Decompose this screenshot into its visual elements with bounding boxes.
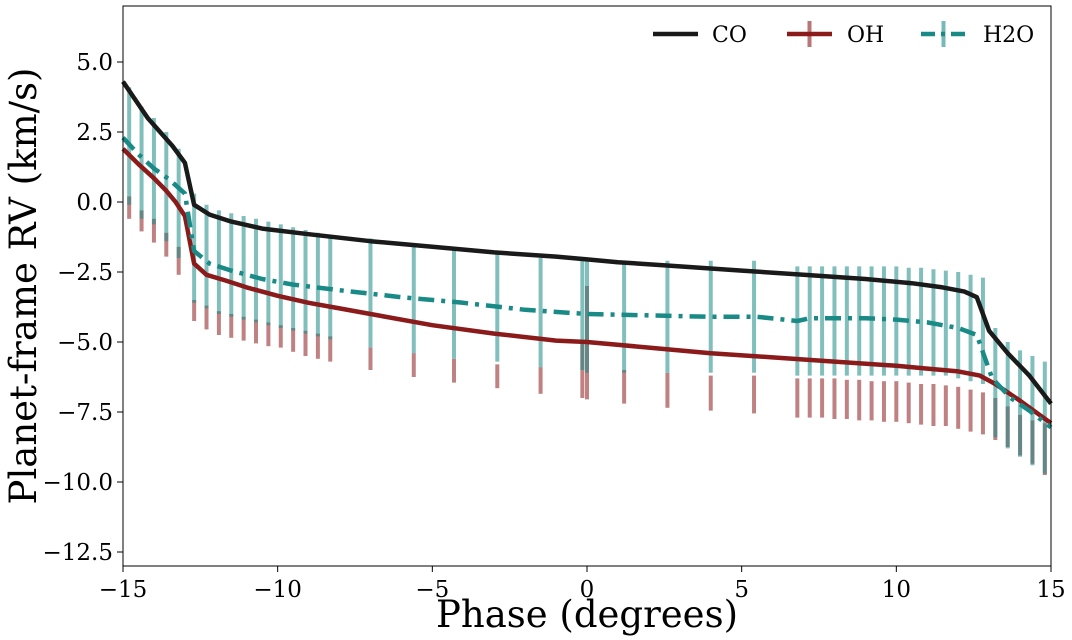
- series-line-oh: [121, 147, 1053, 426]
- y-axis-ticks: 5.0 2.5 0.0 −2.5 −5.0 −7.5 −10.0 −12.5: [43, 50, 123, 566]
- y-axis-label: Planet-frame RV (km/s): [2, 68, 45, 505]
- y-tick-label: 0.0: [76, 190, 113, 216]
- y-tick-label: −10.0: [43, 470, 113, 496]
- x-tick-label: 15: [1036, 577, 1065, 603]
- y-tick-label: 5.0: [76, 50, 113, 76]
- legend-label-co: CO: [712, 23, 747, 48]
- x-tick-label: 10: [882, 577, 911, 603]
- error-bars: [127, 87, 1047, 475]
- x-tick-label: −15: [99, 577, 148, 603]
- x-tick-label: 5: [734, 577, 749, 603]
- y-tick-label: −12.5: [43, 540, 113, 566]
- x-tick-label: −10: [253, 577, 302, 603]
- series-line-h2o: [121, 136, 1053, 430]
- series-line-co: [121, 80, 1053, 405]
- y-tick-label: −7.5: [57, 400, 113, 426]
- x-tick-label: −5: [415, 577, 449, 603]
- y-tick-label: −5.0: [57, 330, 113, 356]
- y-tick-label: −2.5: [57, 260, 113, 286]
- legend-label-h2o: H2O: [983, 23, 1034, 48]
- legend-label-oh: OH: [847, 23, 884, 48]
- x-tick-label: 0: [580, 577, 595, 603]
- y-tick-label: 2.5: [76, 120, 113, 146]
- series-lines: [121, 80, 1053, 430]
- x-axis-ticks: −15 −10 −5 0 5 10 15: [99, 566, 1066, 603]
- x-axis-label: Phase (degrees): [436, 593, 738, 636]
- legend: CO OH H2O: [653, 21, 1034, 48]
